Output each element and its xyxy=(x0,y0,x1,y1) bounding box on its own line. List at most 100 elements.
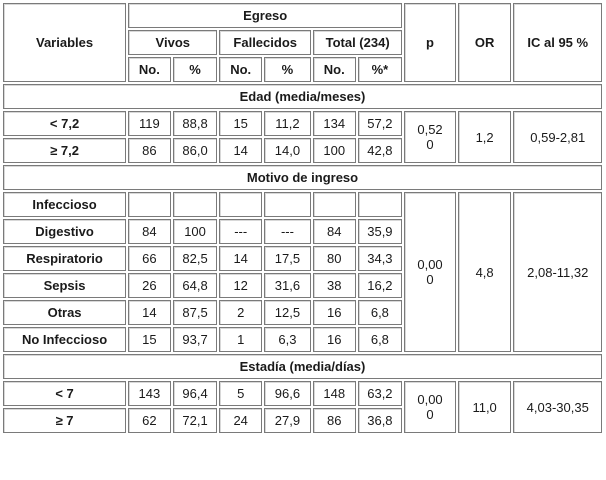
header-no: No. xyxy=(219,57,262,82)
row-label: No Infeccioso xyxy=(3,327,127,352)
cell-vivos-no: 66 xyxy=(128,246,171,271)
cell-total-pct: 16,2 xyxy=(357,273,403,298)
cell-total-no: 100 xyxy=(312,138,356,163)
p-value-line: 0,52 xyxy=(417,122,443,137)
table-row: ≥ 7,2 86 86,0 14 14,0 100 42,8 xyxy=(3,138,602,163)
cell-fall-no: 12 xyxy=(219,273,262,298)
section-title-edad: Edad (media/meses) xyxy=(3,84,602,109)
cell-total-pct: 6,8 xyxy=(357,300,403,325)
row-label: ≥ 7 xyxy=(3,408,127,433)
p-value-line: 0 xyxy=(426,137,434,152)
header-pct: %* xyxy=(357,57,403,82)
p-value-line: 0 xyxy=(426,407,434,422)
p-value-line: 0,00 xyxy=(417,257,443,272)
row-label: Infeccioso xyxy=(3,192,127,217)
header-ic: IC al 95 % xyxy=(513,3,602,82)
table-row: Sepsis 26 64,8 12 31,6 38 16,2 xyxy=(3,273,602,298)
cell-vivos-no: 14 xyxy=(128,300,171,325)
table-row: < 7 143 96,4 5 96,6 148 63,2 0,00 0 11,0 … xyxy=(3,381,602,433)
header-variables: Variables xyxy=(3,3,127,82)
cell-ic-edad: 0,59-2,81 xyxy=(513,111,602,163)
cell-fall-pct: 27,9 xyxy=(263,408,311,433)
cell-fall-pct: 12,5 xyxy=(263,300,311,325)
cell-vivos-pct: 100 xyxy=(172,219,218,244)
cell-fall-no: 2 xyxy=(219,300,262,325)
cell-total-no: 86 xyxy=(312,408,356,433)
cell-fall-pct: 11,2 xyxy=(263,111,311,136)
header-vivos: Vivos xyxy=(128,30,218,55)
section-row-motivo: Motivo de ingreso xyxy=(3,165,602,190)
cell-total-pct: 35,9 xyxy=(357,219,403,244)
cell-ic-estadia: 4,03-30,35 xyxy=(513,381,602,433)
cell-total-pct: 36,8 xyxy=(357,408,403,433)
cell-total-pct: 34,3 xyxy=(357,246,403,271)
cell-vivos-pct: 64,8 xyxy=(172,273,218,298)
row-label: < 7,2 xyxy=(3,111,127,136)
cell-fall-pct: --- xyxy=(263,219,311,244)
header-pct: % xyxy=(172,57,218,82)
cell-total-pct: 42,8 xyxy=(357,138,403,163)
cell-total-no: 38 xyxy=(312,273,356,298)
cell-vivos-no xyxy=(128,192,171,217)
header-egreso: Egreso xyxy=(128,3,403,28)
section-row-edad: Edad (media/meses) xyxy=(3,84,602,109)
header-row-2: Vivos Fallecidos Total (234) xyxy=(3,30,602,55)
table-row: No Infeccioso 15 93,7 1 6,3 16 6,8 xyxy=(3,327,602,352)
cell-vivos-pct xyxy=(172,192,218,217)
header-or: OR xyxy=(457,3,512,82)
table-row: ≥ 7 62 72,1 24 27,9 86 36,8 xyxy=(3,408,602,433)
row-label: ≥ 7,2 xyxy=(3,138,127,163)
row-label: Otras xyxy=(3,300,127,325)
cell-fall-no: 5 xyxy=(219,381,262,406)
cell-vivos-no: 15 xyxy=(128,327,171,352)
cell-fall-no: --- xyxy=(219,219,262,244)
cell-total-no: 134 xyxy=(312,111,356,136)
cell-fall-no: 24 xyxy=(219,408,262,433)
header-no: No. xyxy=(128,57,171,82)
cell-vivos-pct: 72,1 xyxy=(172,408,218,433)
header-total: Total (234) xyxy=(312,30,403,55)
cell-fall-no: 1 xyxy=(219,327,262,352)
cell-p-edad: 0,52 0 xyxy=(404,111,456,163)
section-row-estadia: Estadía (media/días) xyxy=(3,354,602,379)
header-fallecidos: Fallecidos xyxy=(219,30,311,55)
cell-vivos-pct: 82,5 xyxy=(172,246,218,271)
cell-fall-no: 14 xyxy=(219,138,262,163)
header-row-3: No. % No. % No. %* xyxy=(3,57,602,82)
cell-total-no: 16 xyxy=(312,327,356,352)
cell-vivos-pct: 88,8 xyxy=(172,111,218,136)
row-label: Respiratorio xyxy=(3,246,127,271)
cell-total-no: 16 xyxy=(312,300,356,325)
cell-vivos-no: 119 xyxy=(128,111,171,136)
table-row: < 7,2 119 88,8 15 11,2 134 57,2 0,52 0 1,… xyxy=(3,111,602,163)
cell-fall-no: 15 xyxy=(219,111,262,136)
cell-vivos-no: 62 xyxy=(128,408,171,433)
header-p: p xyxy=(404,3,456,82)
cell-vivos-no: 84 xyxy=(128,219,171,244)
p-value-line: 0 xyxy=(426,272,434,287)
cell-fall-pct: 17,5 xyxy=(263,246,311,271)
cell-total-pct: 6,8 xyxy=(357,327,403,352)
cell-vivos-no: 86 xyxy=(128,138,171,163)
cell-p-estadia: 0,00 0 xyxy=(404,381,456,433)
header-row-1: Variables Egreso p OR IC al 95 % xyxy=(3,3,602,82)
table-row: Respiratorio 66 82,5 14 17,5 80 34,3 xyxy=(3,246,602,271)
header-no: No. xyxy=(312,57,356,82)
cell-vivos-pct: 93,7 xyxy=(172,327,218,352)
results-table: Variables Egreso p OR IC al 95 % Vivos F… xyxy=(1,1,604,435)
cell-vivos-no: 143 xyxy=(128,381,171,406)
row-label: Digestivo xyxy=(3,219,127,244)
cell-vivos-pct: 86,0 xyxy=(172,138,218,163)
cell-total-pct xyxy=(357,192,403,217)
cell-fall-no xyxy=(219,192,262,217)
cell-p-motivo: 0,00 0 xyxy=(404,192,456,352)
table-row: Otras 14 87,5 2 12,5 16 6,8 xyxy=(3,300,602,325)
cell-total-pct: 63,2 xyxy=(357,381,403,406)
table-row: Digestivo 84 100 --- --- 84 35,9 xyxy=(3,219,602,244)
section-title-motivo: Motivo de ingreso xyxy=(3,165,602,190)
row-label: Sepsis xyxy=(3,273,127,298)
section-title-estadia: Estadía (media/días) xyxy=(3,354,602,379)
cell-total-pct: 57,2 xyxy=(357,111,403,136)
cell-vivos-no: 26 xyxy=(128,273,171,298)
header-pct: % xyxy=(263,57,311,82)
